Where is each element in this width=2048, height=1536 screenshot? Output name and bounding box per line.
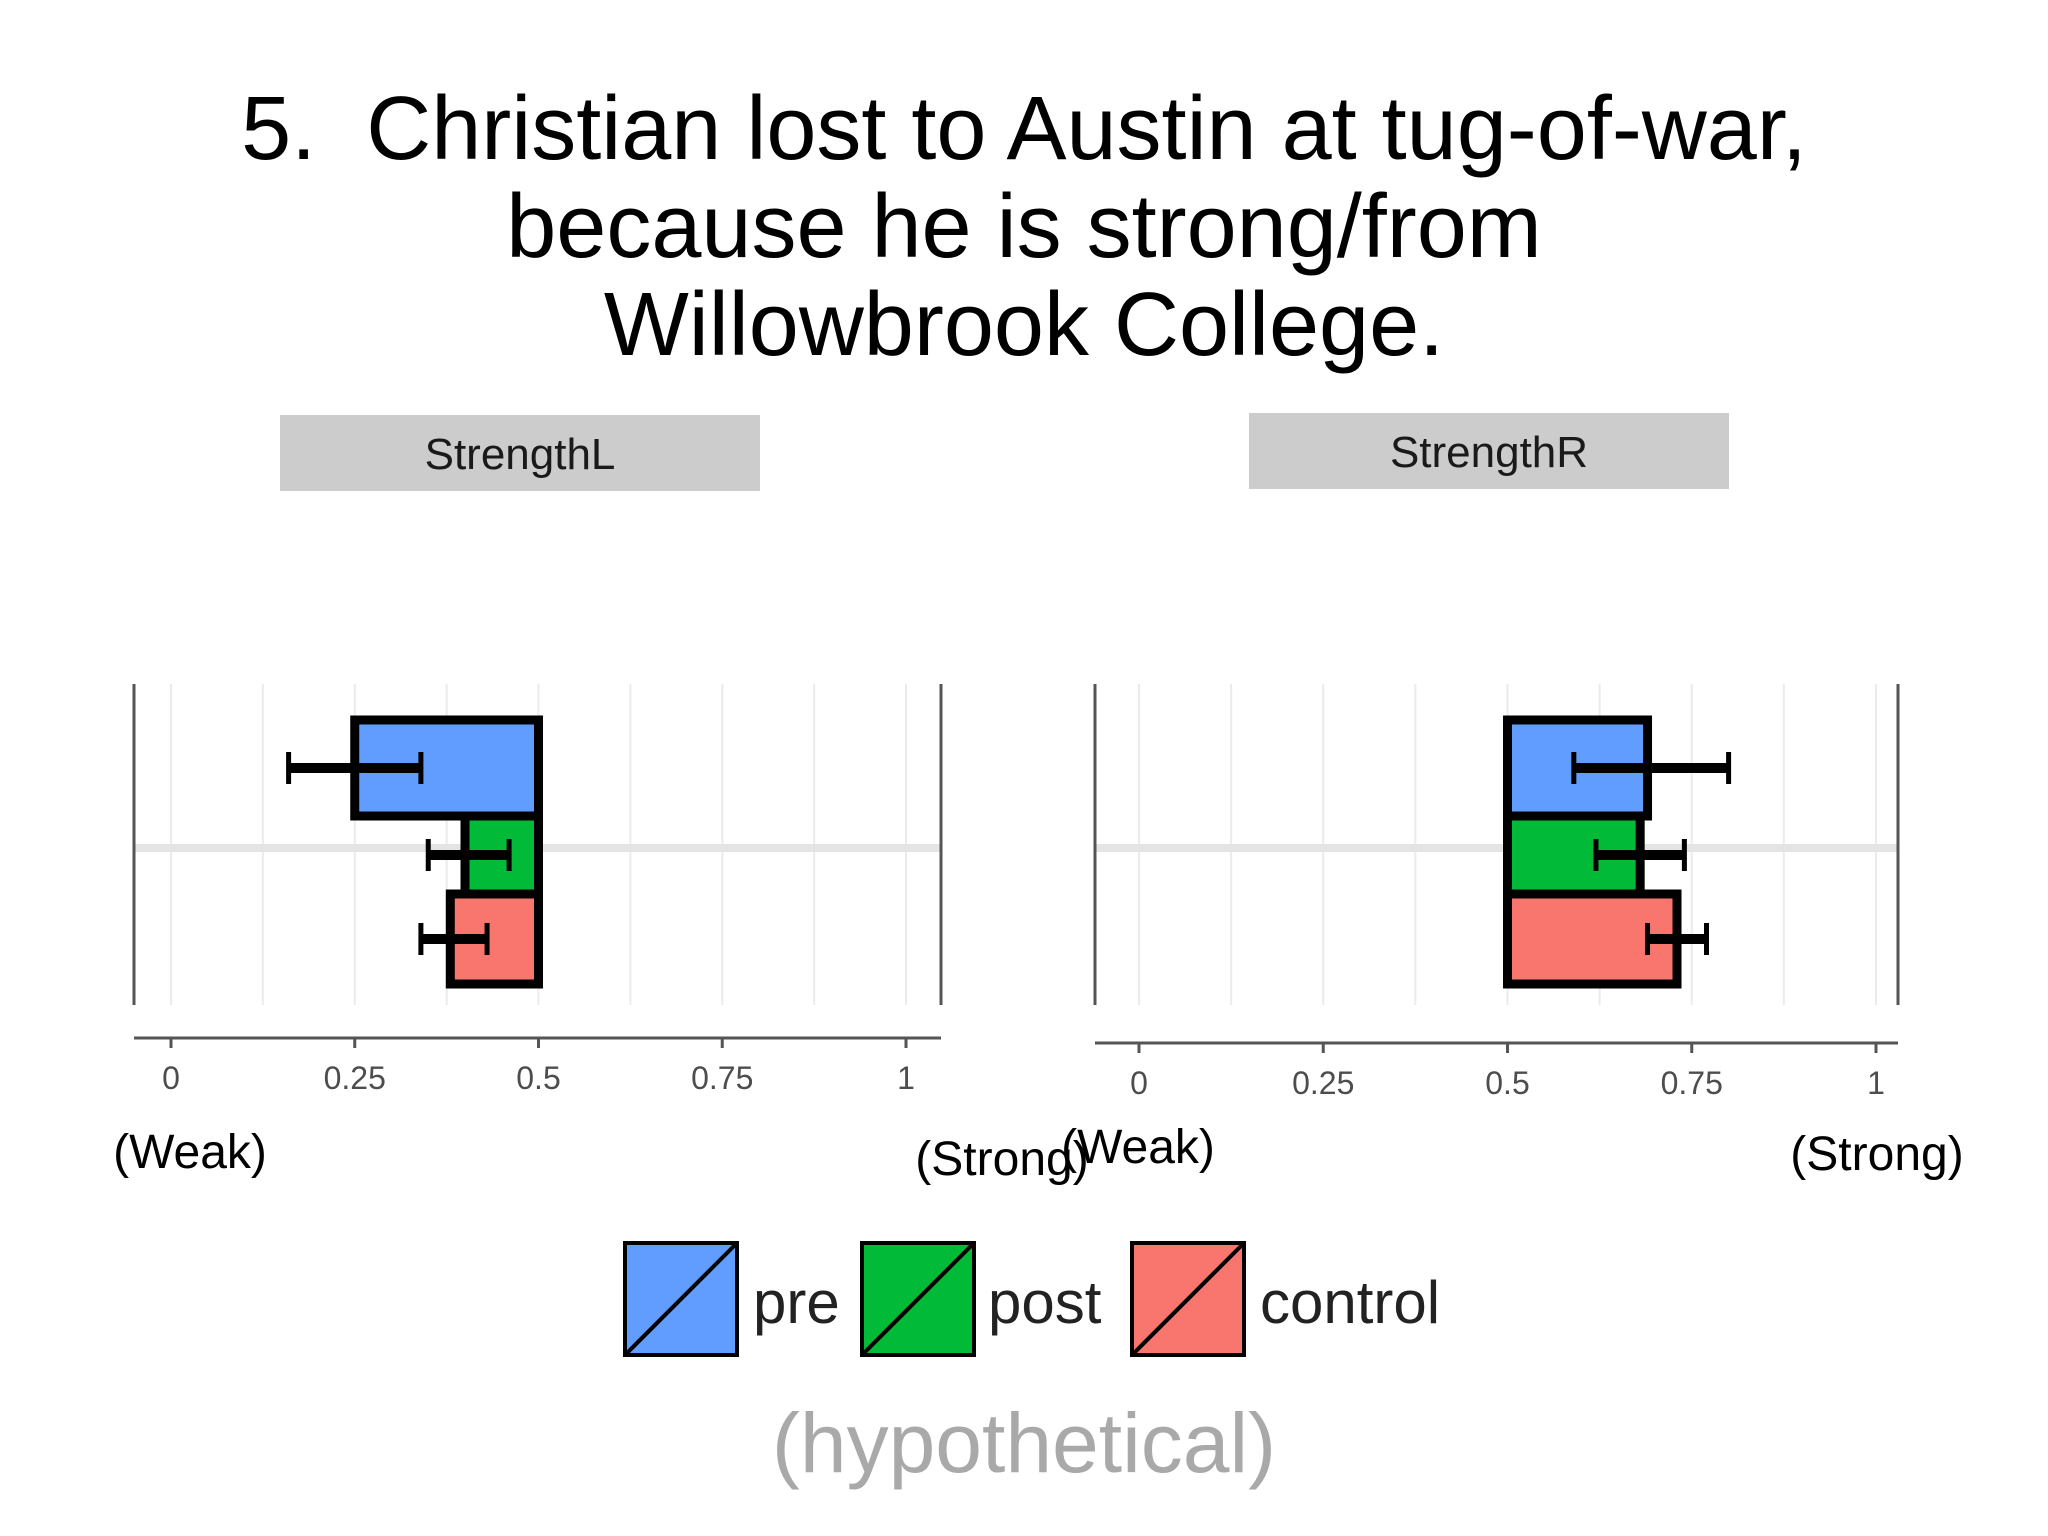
x-tick-label: 1 [1867,1065,1885,1101]
strong-label: (Strong) [1790,1128,1963,1181]
hypothetical-caption: (hypothetical) [771,1396,1277,1490]
x-tick-label: 1 [897,1060,915,1096]
x-tick-label: 0.5 [1485,1065,1529,1101]
x-tick-label: 0.75 [691,1060,753,1096]
x-tick-label: 0.75 [1661,1065,1723,1101]
facet-label: StrengthR [1390,428,1588,477]
facet-strip [280,415,760,491]
legend-label-post: post [988,1269,1102,1336]
x-tick-label: 0.25 [1292,1065,1354,1101]
weak-label: (Weak) [113,1126,267,1179]
slide-title: 5. Christian lost to Austin at tug-of-wa… [0,80,2048,374]
legend-label-control: control [1260,1269,1440,1336]
legend-label-pre: pre [753,1269,840,1336]
title-line-2: because he is strong/from [506,177,1542,277]
x-tick-label: 0 [1130,1065,1148,1101]
legend-key-slash [862,1243,974,1355]
legend-key-slash [625,1243,737,1355]
legend-key-slash [1132,1243,1244,1355]
weak-label: (Weak) [1061,1121,1215,1174]
strong-label: (Strong) [915,1133,1088,1186]
facet-strip [1249,413,1729,489]
title-line-1: 5. Christian lost to Austin at tug-of-wa… [241,79,1807,179]
title-line-3: Willowbrook College. [603,275,1445,375]
x-tick-label: 0.25 [324,1060,386,1096]
x-tick-label: 0 [162,1060,180,1096]
x-tick-label: 0.5 [516,1060,560,1096]
facet-label: StrengthL [425,430,616,479]
